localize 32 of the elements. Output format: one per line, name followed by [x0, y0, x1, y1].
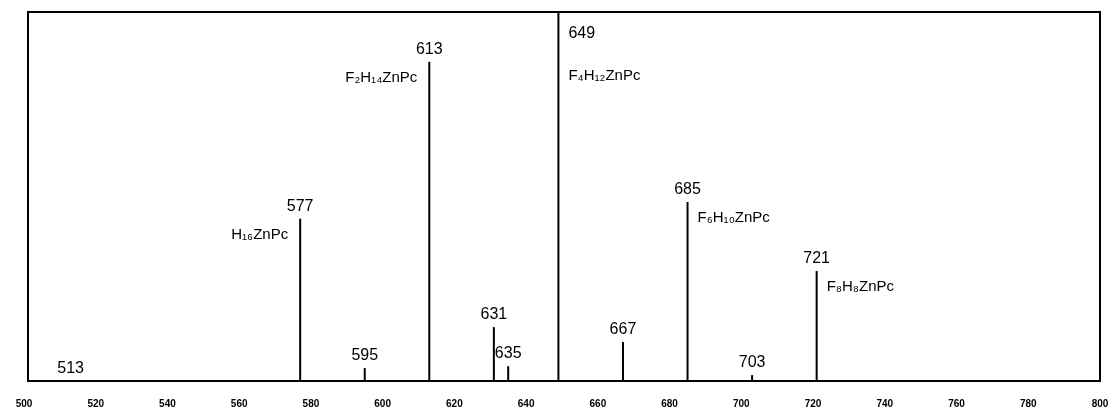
x-tick-label: 540 — [159, 398, 177, 409]
annotation: F₈H₈ZnPc — [826, 277, 895, 295]
annotation: F₂H₁₄ZnPc — [345, 67, 418, 85]
annotation: H₁₆ZnPc — [231, 224, 289, 242]
annotation: F₄H₁₂ZnPc — [568, 65, 641, 83]
annotation: 613 — [415, 39, 443, 57]
x-tick-label: 780 — [1019, 398, 1038, 409]
annotation: 721 — [803, 249, 831, 267]
annotation: 631 — [480, 305, 508, 323]
x-tick-label: 500 — [15, 398, 33, 409]
x-tick-label: 760 — [948, 398, 966, 409]
x-tick-label: 600 — [374, 398, 392, 409]
annotation: 595 — [351, 346, 379, 364]
annotation: 685 — [674, 180, 701, 198]
x-tick-label: 520 — [87, 398, 105, 409]
x-tick-label: 580 — [302, 398, 320, 409]
annotation: F₆H₁₀ZnPc — [697, 208, 771, 226]
x-tick-label: 700 — [732, 398, 751, 409]
annotation: 703 — [738, 353, 766, 371]
x-tick-label: 620 — [446, 398, 464, 409]
annotation: 513 — [57, 359, 85, 376]
x-tick-label: 680 — [661, 398, 679, 409]
annotation: 577 — [286, 196, 314, 214]
annotation: 635 — [494, 344, 522, 362]
x-tick-label: 720 — [804, 398, 822, 409]
x-tick-label: 660 — [589, 398, 607, 409]
x-tick-label: 800 — [1091, 398, 1109, 409]
x-tick-label: 560 — [230, 398, 248, 409]
annotation: 649 — [568, 24, 596, 41]
x-tick-label: 640 — [517, 398, 535, 409]
annotation: 667 — [609, 319, 637, 337]
x-tick-label: 740 — [876, 398, 894, 409]
